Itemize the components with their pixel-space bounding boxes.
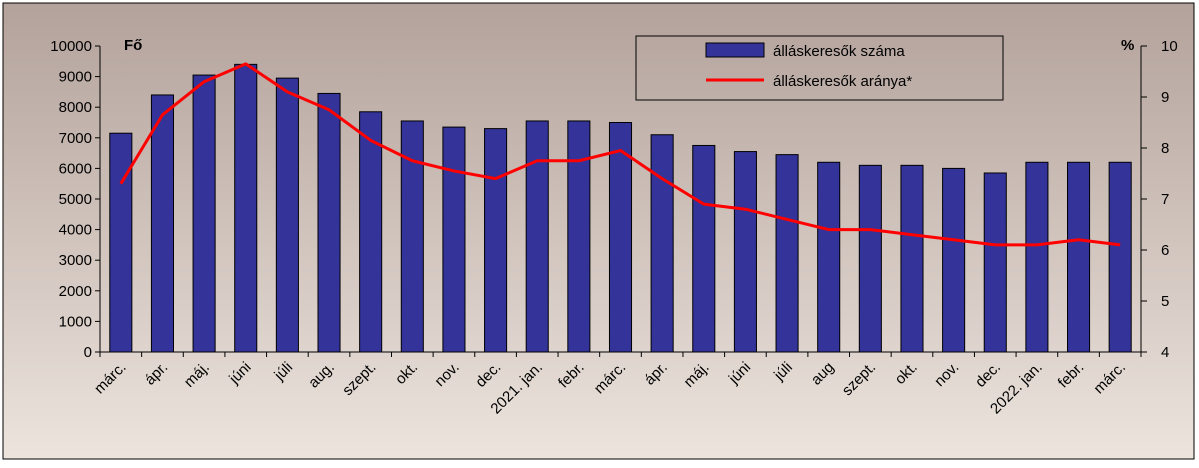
bar — [693, 145, 715, 352]
bar — [984, 173, 1006, 352]
bar — [943, 168, 965, 352]
bar — [360, 112, 382, 352]
left-tick-label: 5000 — [59, 191, 92, 208]
legend-bar-swatch — [706, 43, 764, 57]
bar — [901, 165, 923, 352]
bar — [526, 121, 548, 352]
left-tick-label: 7000 — [59, 130, 92, 147]
bar — [235, 64, 257, 352]
bar — [651, 135, 673, 352]
right-tick-label: 6 — [1161, 242, 1169, 259]
bar — [734, 152, 756, 352]
left-tick-label: 3000 — [59, 252, 92, 269]
legend-bar-label: álláskeresők száma — [773, 43, 905, 60]
legend-line-label: álláskeresők aránya* — [773, 73, 912, 90]
right-tick-label: 9 — [1161, 89, 1169, 106]
bar — [859, 165, 881, 352]
left-axis-label: Fő — [124, 37, 142, 54]
bar — [443, 127, 465, 352]
bar — [818, 162, 840, 352]
bar — [485, 129, 507, 352]
bar — [1068, 162, 1090, 352]
bar — [276, 78, 298, 352]
left-tick-label: 10000 — [50, 38, 92, 55]
left-tick-label: 0 — [84, 344, 92, 361]
left-tick-label: 6000 — [59, 160, 92, 177]
right-tick-label: 10 — [1161, 38, 1178, 55]
left-tick-label: 4000 — [59, 222, 92, 239]
bar — [776, 155, 798, 352]
left-tick-label: 1000 — [59, 313, 92, 330]
bar — [1109, 162, 1131, 352]
right-tick-label: 4 — [1161, 344, 1169, 361]
bar — [193, 75, 215, 352]
bar — [568, 121, 590, 352]
left-tick-label: 2000 — [59, 283, 92, 300]
right-axis-label: % — [1121, 37, 1134, 54]
bar — [1026, 162, 1048, 352]
bar — [110, 133, 132, 352]
right-tick-label: 7 — [1161, 191, 1169, 208]
right-tick-label: 8 — [1161, 140, 1169, 157]
bar — [318, 93, 340, 352]
left-tick-label: 8000 — [59, 99, 92, 116]
right-tick-label: 5 — [1161, 293, 1169, 310]
bar — [151, 95, 173, 352]
left-tick-label: 9000 — [59, 69, 92, 86]
